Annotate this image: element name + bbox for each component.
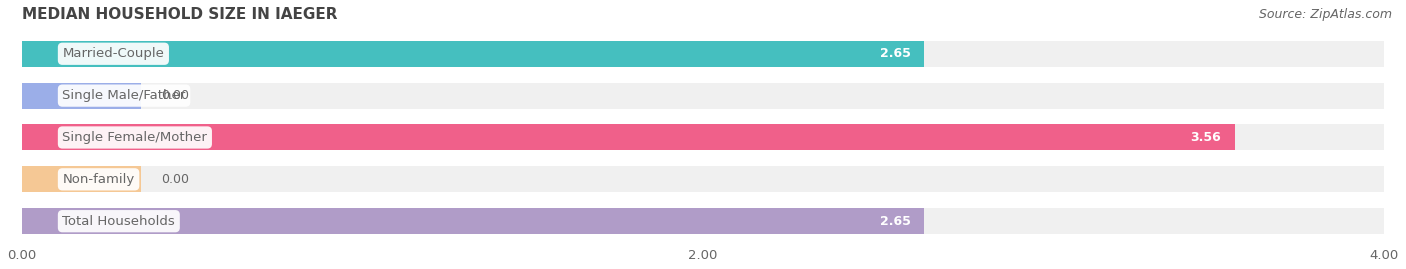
Text: Non-family: Non-family — [62, 173, 135, 186]
Bar — [21, 125, 1234, 150]
Bar — [21, 41, 1385, 67]
Bar — [21, 41, 925, 67]
Bar — [21, 166, 1385, 192]
Bar — [21, 166, 141, 192]
Text: 2.65: 2.65 — [880, 215, 911, 228]
Bar — [21, 83, 1385, 109]
Text: 0.00: 0.00 — [162, 173, 190, 186]
Text: Single Female/Mother: Single Female/Mother — [62, 131, 207, 144]
Bar — [21, 208, 1385, 234]
Text: Source: ZipAtlas.com: Source: ZipAtlas.com — [1258, 8, 1392, 21]
Bar — [21, 83, 141, 109]
Text: Single Male/Father: Single Male/Father — [62, 89, 186, 102]
Text: MEDIAN HOUSEHOLD SIZE IN IAEGER: MEDIAN HOUSEHOLD SIZE IN IAEGER — [21, 7, 337, 22]
Bar — [21, 125, 1385, 150]
Text: 2.65: 2.65 — [880, 47, 911, 60]
Bar — [21, 208, 925, 234]
Text: 3.56: 3.56 — [1189, 131, 1220, 144]
Text: Married-Couple: Married-Couple — [62, 47, 165, 60]
Text: 0.00: 0.00 — [162, 89, 190, 102]
Text: Total Households: Total Households — [62, 215, 176, 228]
